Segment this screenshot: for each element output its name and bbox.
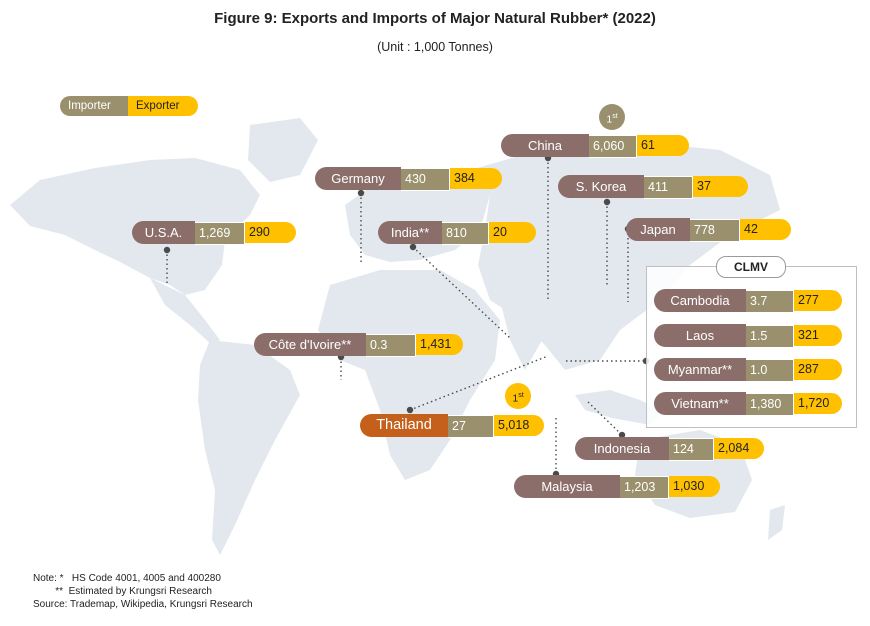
exporter-value: 20 (489, 222, 536, 243)
dot-korea (603, 198, 611, 206)
importer-value: 778 (690, 219, 740, 242)
exporter-value: 321 (794, 325, 842, 346)
legend-exporter: Exporter (128, 96, 198, 116)
rank-number: 1 (512, 392, 519, 405)
importer-value: 430 (401, 168, 450, 191)
label-china: China 6,060 61 (501, 134, 689, 158)
rank-suffix: st (518, 392, 524, 399)
label-laos: Laos 1.5 321 (654, 324, 842, 348)
importer-value: 1,380 (746, 393, 794, 416)
legend: Importer Exporter (60, 96, 198, 116)
exporter-value: 5,018 (494, 415, 544, 436)
rank-number: 1 (606, 113, 613, 126)
country-name: Indonesia (575, 437, 669, 460)
label-indonesia: Indonesia 124 2,084 (575, 437, 764, 461)
exporter-value: 384 (450, 168, 502, 189)
country-name: Myanmar** (654, 358, 746, 381)
note-line: ** Estimated by Krungsri Research (33, 586, 212, 597)
label-usa: U.S.A. 1,269 290 (132, 221, 296, 245)
importer-value: 1.5 (746, 325, 794, 348)
map-central-america (150, 278, 220, 345)
chart-title: Figure 9: Exports and Imports of Major N… (214, 10, 656, 27)
importer-value: 124 (669, 438, 714, 461)
map-southeast-asia-islands (575, 390, 665, 425)
note-line: Note: * HS Code 4001, 4005 and 400280 (33, 573, 221, 584)
dot-germany (357, 189, 365, 197)
country-name: Germany (315, 167, 401, 190)
map-india (500, 300, 545, 370)
exporter-value: 1,030 (669, 476, 720, 497)
country-name: S. Korea (558, 175, 644, 198)
dot-india (409, 243, 417, 251)
exporter-value: 1,431 (416, 334, 463, 355)
exporter-value: 37 (693, 176, 748, 197)
country-name: China (501, 134, 589, 157)
map-greenland (248, 118, 318, 182)
importer-value: 27 (448, 415, 494, 438)
exporter-value: 42 (740, 219, 791, 240)
rank-badge-china: 1st (599, 104, 625, 130)
dot-indonesia (618, 431, 626, 439)
map-new-zealand (768, 505, 785, 540)
importer-value: 1,203 (620, 476, 669, 499)
clmv-title: CLMV (716, 256, 786, 278)
label-germany: Germany 430 384 (315, 167, 502, 191)
importer-value: 1.0 (746, 359, 794, 382)
importer-value: 6,060 (589, 135, 637, 158)
country-name: Laos (654, 324, 746, 347)
label-thailand: Thailand 27 5,018 (360, 414, 544, 438)
exporter-value: 287 (794, 359, 842, 380)
exporter-value: 61 (637, 135, 689, 156)
label-cote-divoire: Côte d'Ivoire** 0.3 1,431 (254, 333, 463, 357)
importer-value: 810 (442, 222, 489, 245)
dot-thailand (406, 406, 414, 414)
map-africa (318, 270, 500, 480)
country-name: Malaysia (514, 475, 620, 498)
dot-usa (163, 246, 171, 254)
exporter-value: 2,084 (714, 438, 764, 459)
map-south-america (198, 340, 300, 555)
label-vietnam: Vietnam** 1,380 1,720 (654, 392, 842, 416)
footnote: Note: * HS Code 4001, 4005 and 400280 **… (33, 572, 253, 611)
exporter-value: 277 (794, 290, 842, 311)
label-south-korea: S. Korea 411 37 (558, 175, 748, 199)
country-name: Vietnam** (654, 392, 746, 415)
country-name: Thailand (360, 414, 448, 437)
legend-importer: Importer (60, 96, 128, 116)
importer-value: 1,269 (195, 222, 245, 245)
chart-subtitle: (Unit : 1,000 Tonnes) (377, 40, 493, 54)
label-japan: Japan 778 42 (626, 218, 791, 242)
exporter-value: 290 (245, 222, 296, 243)
label-cambodia: Cambodia 3.7 277 (654, 289, 842, 313)
country-name: U.S.A. (132, 221, 195, 244)
note-line: Source: Trademap, Wikipedia, Krungsri Re… (33, 599, 253, 610)
leader-lines (166, 158, 646, 474)
rank-suffix: st (612, 113, 618, 120)
leader-indonesia (587, 401, 623, 436)
importer-value: 3.7 (746, 290, 794, 313)
importer-value: 411 (644, 176, 693, 199)
country-name: Cambodia (654, 289, 746, 312)
country-name: Côte d'Ivoire** (254, 333, 366, 356)
rank-badge-thailand: 1st (505, 383, 531, 409)
country-name: India** (378, 221, 442, 244)
exporter-value: 1,720 (794, 393, 842, 414)
label-india: India** 810 20 (378, 221, 536, 245)
label-malaysia: Malaysia 1,203 1,030 (514, 475, 720, 499)
label-myanmar: Myanmar** 1.0 287 (654, 358, 842, 382)
importer-value: 0.3 (366, 334, 416, 357)
country-name: Japan (626, 218, 690, 241)
